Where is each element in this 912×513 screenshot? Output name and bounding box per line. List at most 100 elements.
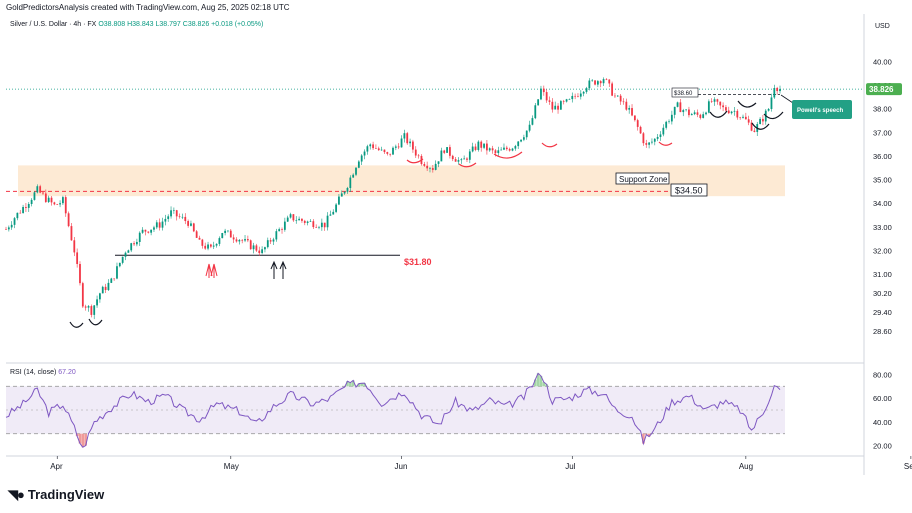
candle (685, 109, 687, 112)
candle (127, 249, 130, 253)
candle (759, 117, 761, 125)
candle (377, 146, 380, 152)
candle (394, 144, 397, 151)
rsi-legend[interactable]: RSI (14, close) 67.20 (10, 369, 76, 376)
candle (153, 225, 155, 232)
candle (343, 191, 346, 195)
candle (335, 202, 337, 214)
candle (241, 239, 244, 244)
candle (579, 90, 582, 100)
candle (531, 115, 534, 126)
candle (668, 119, 670, 124)
candle (164, 214, 167, 226)
candle (508, 147, 511, 152)
candle (710, 98, 713, 103)
candle (582, 91, 585, 97)
candle (113, 278, 116, 281)
time-axis[interactable]: Apr May Jun Jul Aug Sep (50, 456, 912, 471)
price-axis-tick: 30.20 (873, 289, 892, 298)
candle (62, 195, 64, 206)
rsi-axis[interactable]: 80.00 60.00 40.00 20.00 (873, 370, 892, 450)
candle (525, 130, 528, 140)
candle (656, 133, 659, 142)
price-axis-tick: 35.00 (873, 176, 892, 185)
candle (178, 213, 181, 219)
candle (540, 85, 542, 101)
powell-callout: Powell's speech (780, 94, 852, 119)
candle (733, 107, 736, 116)
candle (474, 143, 477, 152)
price-axis[interactable]: 40.0039.0038.0037.0036.0035.0034.0033.00… (873, 57, 892, 336)
candle (261, 246, 264, 255)
candle (471, 142, 474, 153)
candle (696, 109, 699, 118)
candle (133, 241, 135, 247)
time-axis-tick: Jul (565, 462, 575, 471)
candle (653, 138, 656, 146)
candle (616, 95, 619, 97)
candle (246, 235, 249, 243)
price-axis-tick: 32.00 (873, 247, 892, 256)
candle (688, 106, 690, 118)
candle (633, 115, 636, 122)
candle (161, 217, 164, 231)
candle (642, 132, 645, 146)
candle (158, 218, 161, 231)
candle (406, 131, 409, 145)
candle (44, 189, 47, 203)
candle (386, 151, 389, 156)
tradingview-logo[interactable]: ◥● TradingView (8, 487, 104, 503)
candle (326, 212, 329, 231)
candle (389, 153, 392, 157)
candle (611, 81, 614, 97)
candle (286, 215, 289, 222)
candle (209, 243, 212, 249)
candle (227, 230, 229, 233)
candle (90, 304, 93, 318)
candle (397, 143, 400, 150)
candle (25, 202, 27, 213)
swing-low-markers (69, 100, 784, 328)
candle (454, 156, 457, 162)
candle (548, 96, 551, 105)
candle (357, 160, 360, 169)
time-axis-tick: Aug (739, 462, 753, 471)
symbol-legend[interactable]: Silver / U.S. Dollar · 4h · FX O38.808 H… (10, 21, 263, 28)
candle (141, 227, 144, 234)
candle (155, 220, 158, 230)
candle (380, 146, 383, 151)
tradingview-logo-icon: ◥● (8, 487, 25, 502)
candle (258, 246, 261, 256)
candle (414, 146, 417, 158)
candle (528, 120, 531, 133)
candle (520, 139, 522, 143)
rsi-axis-tick: 20.00 (873, 442, 892, 451)
candle (221, 232, 224, 239)
candle (101, 285, 104, 294)
candle (722, 102, 724, 112)
candle (622, 98, 625, 105)
rsi-axis-tick: 60.00 (873, 394, 892, 403)
candle (451, 154, 454, 162)
rsi-band (6, 386, 785, 434)
time-axis-tick: Sep (904, 462, 912, 471)
candle (366, 144, 369, 155)
price-axis-tick: 29.40 (873, 308, 892, 317)
candle (13, 216, 16, 229)
candle (309, 219, 312, 222)
candle (648, 141, 651, 149)
candle (235, 237, 238, 243)
candle (5, 226, 7, 230)
candle (594, 79, 596, 86)
candle (676, 101, 679, 108)
arc-jul-1 (541, 142, 558, 148)
candle (198, 235, 201, 240)
candle (545, 89, 548, 103)
candles-group (5, 77, 781, 320)
candle (426, 161, 429, 171)
candle (107, 279, 110, 292)
level-34-50-label-box: $34.50 (670, 183, 708, 197)
price-axis-tick: 36.00 (873, 152, 892, 161)
candle (488, 147, 491, 152)
